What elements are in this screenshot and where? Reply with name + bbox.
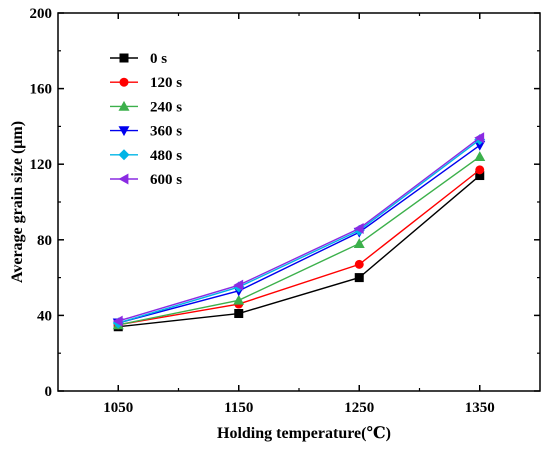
data-point xyxy=(353,238,365,248)
y-tick-label: 0 xyxy=(45,384,53,400)
x-tick-label: 1150 xyxy=(224,400,253,416)
plot-frame xyxy=(57,12,541,392)
series-240s xyxy=(112,151,486,330)
legend-label: 120 s xyxy=(150,75,182,91)
data-point xyxy=(475,165,485,175)
legend-marker xyxy=(118,126,130,137)
legend-label: 480 s xyxy=(150,148,182,164)
series-360s xyxy=(112,140,486,329)
data-point xyxy=(353,222,364,234)
data-point xyxy=(475,171,485,181)
y-tick-label: 120 xyxy=(30,157,53,173)
legend-item: 360 s xyxy=(110,124,182,140)
data-point xyxy=(233,279,244,291)
data-point xyxy=(474,132,485,144)
legend-label: 0 s xyxy=(150,51,167,67)
x-tick-label: 1350 xyxy=(465,400,495,416)
legend-label: 240 s xyxy=(150,99,182,115)
data-point xyxy=(354,259,364,269)
data-point xyxy=(234,309,244,319)
data-point xyxy=(233,294,245,305)
legend-marker xyxy=(118,100,130,111)
y-axis-title: Average grain size (μm) xyxy=(9,121,26,283)
series-line xyxy=(118,137,481,322)
series-line xyxy=(118,156,481,326)
legend-item: 600 s xyxy=(110,172,182,188)
legend-label: 600 s xyxy=(150,172,182,188)
y-tick-label: 160 xyxy=(30,82,53,98)
series-line xyxy=(118,139,481,324)
series-line xyxy=(118,175,481,328)
legend-item: 120 s xyxy=(110,75,182,91)
legend-marker xyxy=(119,53,129,63)
axes: 0 40 80 120 160 200 1050 1150 1250 1350 xyxy=(30,6,541,416)
legend-item: 240 s xyxy=(110,99,182,115)
y-tick-label: 80 xyxy=(37,233,52,249)
data-point xyxy=(474,151,486,162)
series-line xyxy=(118,169,481,326)
x-axis-title: Holding temperature(℃) xyxy=(217,425,391,442)
series-120s xyxy=(113,165,485,330)
series-line xyxy=(118,144,481,324)
x-tick-label: 1050 xyxy=(103,400,133,416)
legend-marker xyxy=(118,149,130,161)
y-tick-label: 40 xyxy=(37,308,52,324)
data-point xyxy=(112,315,123,327)
y-tick-label: 200 xyxy=(30,6,53,22)
series-layer xyxy=(112,132,486,332)
legend: 0 s 120 s 240 s 360 s 480 s 600 s xyxy=(110,51,182,188)
legend-marker xyxy=(119,77,129,87)
x-tick-label: 1250 xyxy=(344,400,374,416)
data-point xyxy=(354,273,364,283)
legend-item: 480 s xyxy=(110,148,182,164)
data-point xyxy=(474,140,486,151)
legend-marker xyxy=(118,173,129,185)
legend-label: 360 s xyxy=(150,124,182,140)
legend-item: 0 s xyxy=(110,51,167,67)
series-600s xyxy=(112,132,485,327)
